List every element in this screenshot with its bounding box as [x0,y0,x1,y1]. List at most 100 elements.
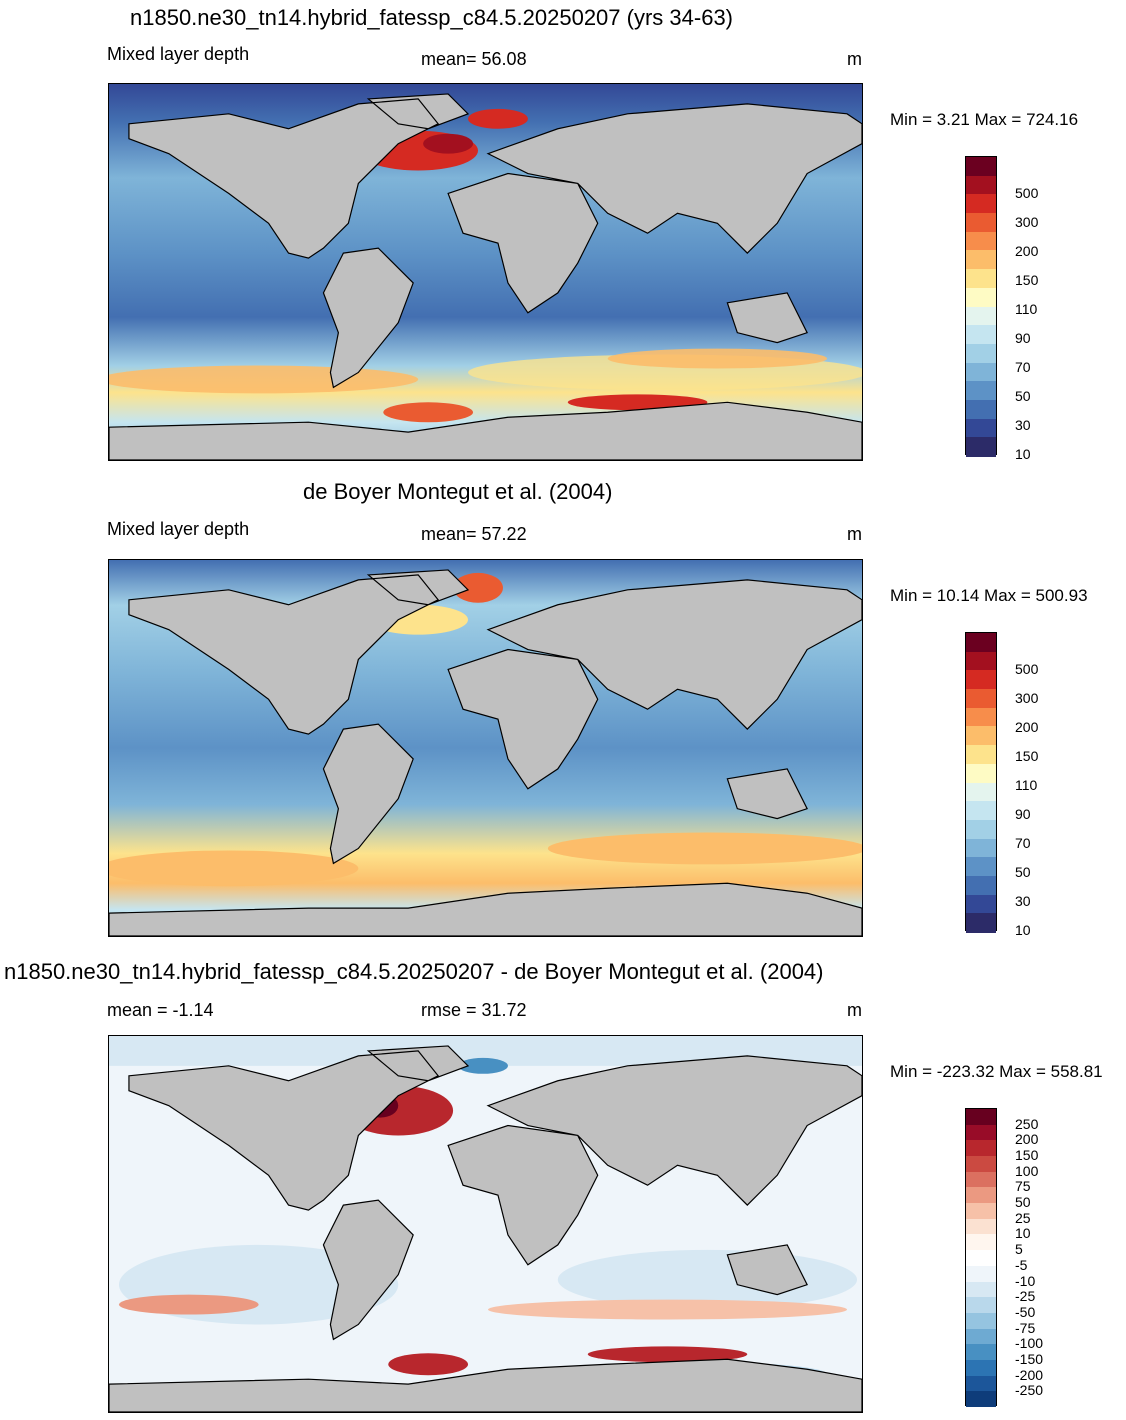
colorbar-segment [966,894,996,914]
colorbar-segment [966,231,996,251]
colorbar-segment [966,763,996,783]
colorbar-label: 300 [1015,690,1039,707]
colorbar-label: 110 [1015,777,1038,794]
panel2-map [108,559,863,937]
panel2-units: m [847,524,862,544]
colorbar-segment [966,157,996,177]
colorbar-segment [966,1140,996,1157]
colorbar-segment [966,801,996,821]
colorbar-segment [966,633,996,653]
colorbar-label: 500 [1015,661,1039,678]
colorbar-segment [966,437,996,457]
colorbar-segment [966,1187,996,1204]
colorbar-label: 50 [1015,1194,1031,1211]
colorbar-segment [966,819,996,840]
colorbar-label: 5 [1015,1241,1023,1258]
colorbar-label: -50 [1015,1303,1036,1320]
colorbar-label: 150 [1015,748,1039,765]
colorbar-segment [966,269,996,289]
colorbar-segment [966,1281,996,1298]
panel1-minmax: Min = 3.21 Max = 724.16 [890,110,1079,129]
colorbar-segment [966,913,996,933]
colorbar-segment [966,857,996,877]
colorbar-segment [966,651,996,671]
panel2-colorbar [965,632,997,933]
colorbar-segment [966,1203,996,1220]
colorbar-segment [966,175,996,195]
panel2-minmax: Min = 10.14 Max = 500.93 [890,586,1088,605]
colorbar-segment [966,1250,996,1267]
colorbar-segment [966,1375,996,1392]
colorbar-segment [966,399,996,420]
colorbar-label: 30 [1015,417,1031,434]
colorbar-segment [966,875,996,896]
panel3-colorbar [965,1108,997,1408]
colorbar-label: 10 [1015,922,1031,939]
panel3-minmax: Min = -223.32 Max = 558.81 [890,1062,1103,1081]
colorbar-label: -25 [1015,1288,1036,1305]
colorbar-segment [966,670,996,690]
colorbar-segment [966,1359,996,1377]
panel2-map-graphic [109,560,862,936]
colorbar-label: 200 [1015,1131,1039,1148]
colorbar-label: 50 [1015,864,1031,881]
colorbar-label: 150 [1015,272,1039,289]
colorbar-segment [966,1265,996,1282]
colorbar-segment [966,362,996,382]
colorbar-segment [966,343,996,364]
colorbar-segment [966,1328,996,1345]
panel1-variable-label: Mixed layer depth [107,44,250,64]
colorbar-segment [966,194,996,214]
colorbar-segment [966,1297,996,1314]
colorbar-segment [966,418,996,438]
panel2-land [109,569,862,936]
colorbar-segment [966,306,996,326]
colorbar-segment [966,1109,996,1126]
panel3-map-graphic [109,1036,862,1412]
panel3-land [109,1045,862,1412]
colorbar-label: 90 [1015,330,1031,347]
colorbar-segment [966,381,996,401]
colorbar-segment [966,287,996,307]
colorbar-label: 70 [1015,835,1031,852]
colorbar-segment [966,689,996,709]
panel3-units: m [847,1000,862,1020]
colorbar-segment [966,1218,996,1235]
colorbar-label: 50 [1015,388,1031,405]
colorbar-label: 25 [1015,1209,1031,1226]
panel1-map [108,83,863,461]
panel3-title: n1850.ne30_tn14.hybrid_fatessp_c84.5.202… [4,959,824,984]
panel3-rmse-label: rmse = 31.72 [421,1000,527,1020]
colorbar-segment [966,838,996,858]
colorbar-segment [966,1391,996,1408]
colorbar-label: 300 [1015,214,1039,231]
colorbar-segment [966,1234,996,1251]
colorbar-segment [966,745,996,765]
panel1-title: n1850.ne30_tn14.hybrid_fatessp_c84.5.202… [130,5,734,30]
colorbar-label: -100 [1015,1335,1044,1352]
panel1-units: m [847,49,862,69]
panel1-land [109,93,862,460]
colorbar-segment [966,782,996,802]
colorbar-segment [966,250,996,270]
colorbar-label: -75 [1015,1319,1036,1336]
panel1-mean-label: mean= 56.08 [421,49,527,69]
colorbar-label: 200 [1015,243,1039,260]
colorbar-label: 200 [1015,719,1039,736]
colorbar-label: 150 [1015,1147,1039,1164]
colorbar-segment [966,1344,996,1361]
panel2-title: de Boyer Montegut et al. (2004) [303,479,613,504]
colorbar-label: 110 [1015,301,1038,318]
colorbar-label: 90 [1015,806,1031,823]
colorbar-label: -150 [1015,1350,1044,1367]
colorbar-label: -10 [1015,1272,1036,1289]
colorbar-segment [966,213,996,233]
colorbar-segment [966,1156,996,1173]
panel2-variable-label: Mixed layer depth [107,519,250,539]
colorbar-label: 100 [1015,1162,1039,1179]
colorbar-label: -250 [1015,1382,1044,1399]
colorbar-label: 10 [1015,446,1031,463]
panel1-colorbar [965,156,997,457]
colorbar-label: 500 [1015,185,1039,202]
panel3-mean-label: mean = -1.14 [107,1000,214,1020]
